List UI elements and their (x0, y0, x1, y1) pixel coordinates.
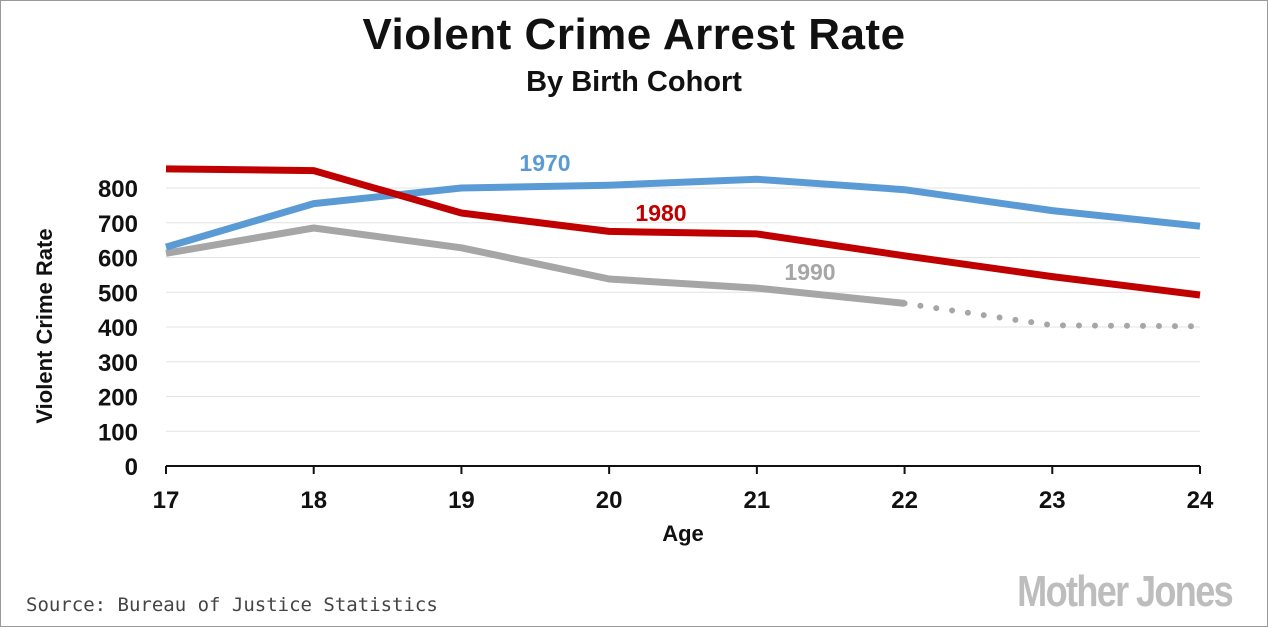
series-label-1970: 1970 (519, 150, 570, 176)
y-tick-label-700: 700 (98, 211, 138, 238)
y-tick-label-200: 200 (98, 385, 138, 412)
chart-subtitle: By Birth Cohort (526, 66, 742, 98)
y-tick-label-400: 400 (98, 315, 138, 342)
x-tick-label-21: 21 (744, 487, 771, 514)
y-tick-label-600: 600 (98, 246, 138, 273)
x-tick-label-18: 18 (300, 487, 327, 514)
series-labels: 1970 1980 1990 (519, 150, 835, 285)
x-tick-label-24: 24 (1187, 487, 1214, 514)
x-tick-label-17: 17 (153, 487, 180, 514)
series-1990-line (165, 224, 905, 307)
x-tick-label-19: 19 (448, 487, 475, 514)
series-1990-projection-line (901, 300, 1203, 330)
y-axis-label: Violent Crime Rate (32, 228, 57, 423)
series-lines (165, 165, 1203, 330)
y-tick-label-500: 500 (98, 280, 138, 307)
series-1980-line (165, 165, 1201, 299)
y-tick-label-100: 100 (98, 419, 138, 446)
x-axis-label: Age (662, 521, 704, 546)
x-tick-label-20: 20 (596, 487, 623, 514)
grid-lines (166, 187, 1200, 432)
chart-title: Violent Crime Arrest Rate (362, 10, 906, 59)
source-note: Source: Bureau of Justice Statistics (26, 594, 438, 616)
brand-logo: Mother Jones (1017, 567, 1234, 616)
x-tick-label-22: 22 (891, 487, 918, 514)
series-label-1980: 1980 (635, 200, 686, 226)
y-tick-label-0: 0 (125, 454, 138, 481)
axes: 0 100 200 300 400 500 600 700 800 17 18 19 20 21 22 23 2… (98, 176, 1214, 514)
series-1970-line (165, 175, 1201, 251)
series-label-1990: 1990 (784, 259, 835, 285)
y-tick-label-300: 300 (98, 350, 138, 377)
y-tick-label-800: 800 (98, 176, 138, 203)
x-tick-label-23: 23 (1039, 487, 1066, 514)
